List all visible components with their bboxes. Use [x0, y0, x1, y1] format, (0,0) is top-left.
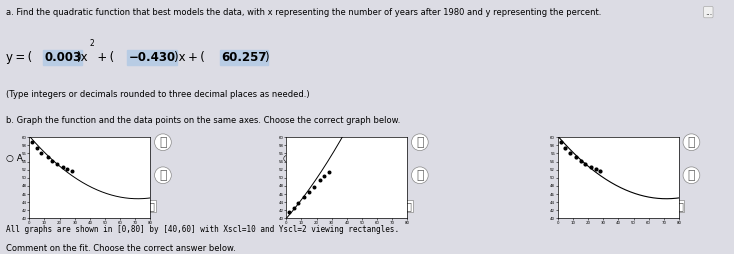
Text: 2: 2: [90, 39, 94, 48]
Text: )x + (: )x + (: [174, 51, 205, 64]
Point: [31, 146, 43, 150]
Point: [51, 162, 62, 166]
Point: [62, 167, 73, 171]
Text: )x: )x: [76, 51, 87, 64]
Text: Comment on the fit. Choose the correct answer below.: Comment on the fit. Choose the correct a…: [6, 244, 236, 253]
Point: [308, 185, 319, 189]
Text: ⤢: ⤢: [149, 201, 155, 211]
Text: ): ): [264, 51, 269, 64]
Text: −0.430: −0.430: [128, 51, 175, 64]
Text: + (: + (: [95, 51, 115, 64]
Text: a. Find the quadratic function that best models the data, with x representing th: a. Find the quadratic function that best…: [6, 8, 601, 17]
Point: [283, 210, 295, 214]
Text: All graphs are shown in [0,80] by [40,60] with Xscl=10 and Yscl=2 viewing rectan: All graphs are shown in [0,80] by [40,60…: [6, 225, 399, 234]
Text: 0.003: 0.003: [44, 51, 81, 64]
Point: [42, 155, 54, 160]
Point: [555, 140, 567, 144]
Point: [570, 155, 582, 160]
Point: [303, 190, 315, 194]
Text: ⌕: ⌕: [159, 169, 167, 182]
Text: ⌕: ⌕: [688, 136, 695, 149]
Text: ⤢: ⤢: [677, 201, 683, 211]
Point: [313, 178, 325, 182]
Text: y = (: y = (: [6, 51, 32, 64]
Point: [292, 201, 304, 205]
Point: [46, 159, 58, 163]
Point: [299, 195, 310, 199]
Text: ✔C.: ✔C.: [562, 154, 581, 164]
Text: ⌕: ⌕: [416, 169, 424, 182]
Point: [575, 159, 586, 163]
Point: [26, 140, 38, 144]
Point: [559, 146, 571, 150]
Text: b. Graph the function and the data points on the same axes. Choose the correct g: b. Graph the function and the data point…: [6, 116, 400, 124]
Text: ○ A.: ○ A.: [6, 154, 26, 163]
Point: [35, 151, 47, 155]
Text: (Type integers or decimals rounded to three decimal places as needed.): (Type integers or decimals rounded to th…: [6, 90, 310, 99]
Point: [585, 165, 597, 169]
Text: ⌕: ⌕: [688, 169, 695, 182]
Point: [564, 151, 575, 155]
Text: ⤢: ⤢: [406, 201, 412, 211]
Text: 60.257: 60.257: [222, 51, 267, 64]
Text: ...: ...: [705, 8, 712, 17]
Point: [590, 167, 602, 171]
Point: [288, 206, 299, 210]
Point: [319, 174, 330, 178]
Point: [595, 169, 606, 173]
Text: ○ B.: ○ B.: [283, 154, 302, 163]
Point: [57, 165, 68, 169]
Point: [66, 169, 78, 173]
Text: ⌕: ⌕: [416, 136, 424, 149]
Text: ⌕: ⌕: [159, 136, 167, 149]
Point: [323, 170, 335, 174]
Point: [579, 162, 591, 166]
